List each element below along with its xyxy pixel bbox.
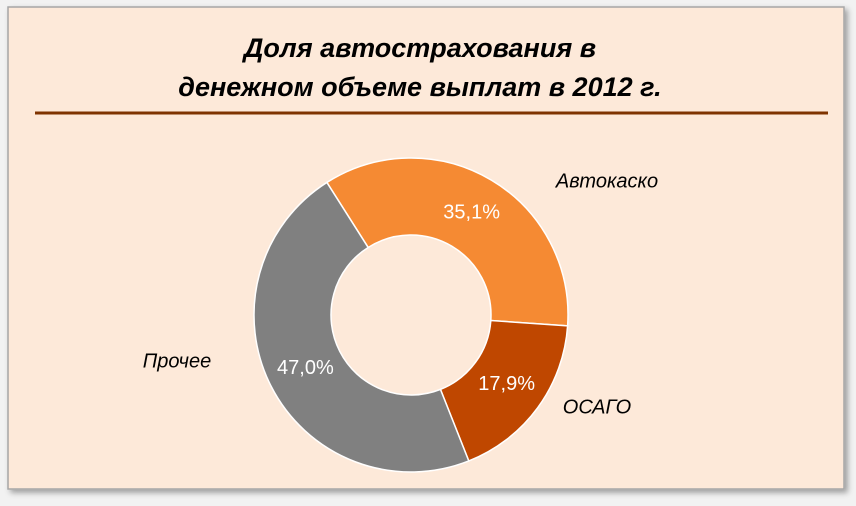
slice bbox=[325, 157, 569, 327]
chart-title: денежном объеме выплат в 2012 г. bbox=[178, 72, 661, 102]
chart-title: Доля автострахования в bbox=[242, 33, 596, 63]
category-label: ОСАГО bbox=[563, 396, 631, 418]
category-label: Автокаско bbox=[555, 170, 658, 192]
slice bbox=[253, 181, 470, 473]
data-label: 35,1% bbox=[443, 201, 500, 223]
data-label: 47,0% bbox=[277, 357, 334, 379]
category-label: Прочее bbox=[143, 350, 211, 372]
data-label: 17,9% bbox=[478, 373, 535, 395]
